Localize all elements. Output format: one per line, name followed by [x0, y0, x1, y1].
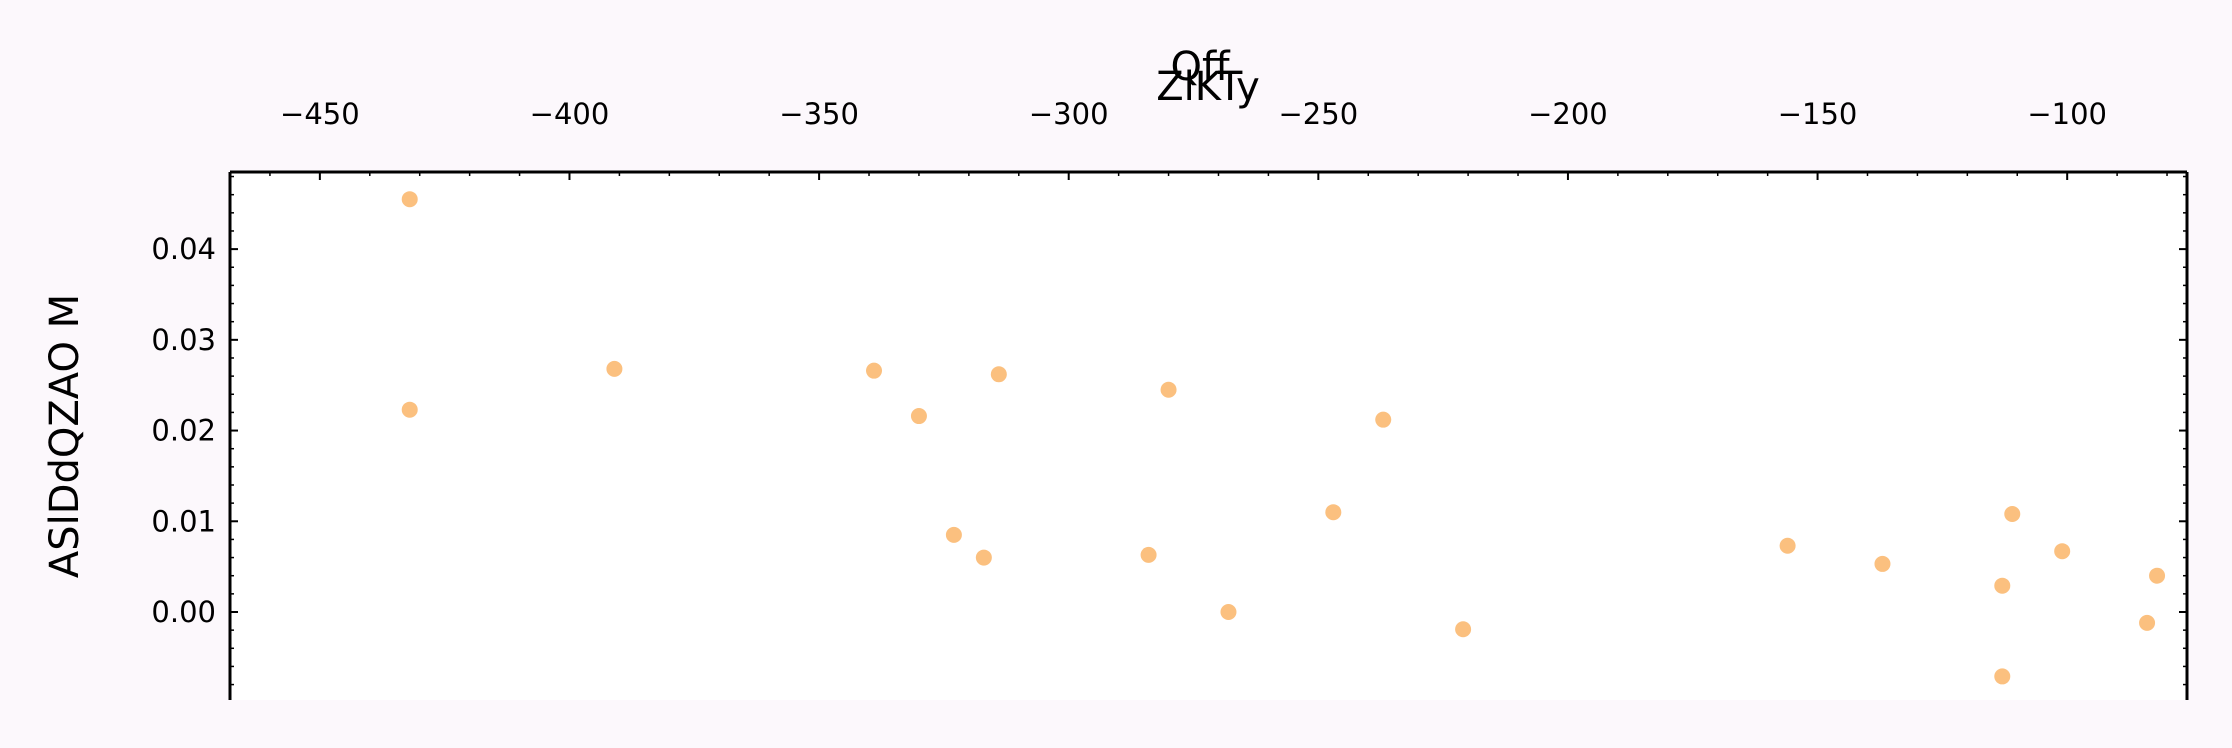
- plot-area: [230, 172, 2187, 700]
- x-tick-label: −150: [1778, 97, 1858, 131]
- y-tick-label: 0.00: [151, 595, 216, 629]
- y-tick-label: 0.04: [151, 232, 216, 266]
- x-tick-label: −400: [530, 97, 610, 131]
- data-point: [2149, 567, 2166, 584]
- x-tick-label: −300: [1029, 97, 1109, 131]
- x-tick-label: −250: [1279, 97, 1359, 131]
- data-point: [1779, 537, 1796, 554]
- x-axis-label: ZlKTy: [1156, 64, 1260, 110]
- chart-title: Qff: [1170, 44, 1230, 90]
- data-point: [1455, 621, 1472, 638]
- data-point: [606, 360, 623, 377]
- data-point: [945, 526, 962, 543]
- data-point: [1994, 577, 2011, 594]
- data-point: [975, 549, 992, 566]
- y-tick-label: 0.02: [151, 414, 216, 448]
- data-point: [1994, 668, 2011, 685]
- data-point: [910, 408, 927, 425]
- data-point: [990, 366, 1007, 383]
- data-point: [1140, 546, 1157, 563]
- x-tick-label: −450: [280, 97, 360, 131]
- data-point: [866, 362, 883, 379]
- x-tick-label: −200: [1528, 97, 1608, 131]
- data-point: [1375, 411, 1392, 428]
- x-tick-label: −100: [2027, 97, 2107, 131]
- data-point: [2139, 614, 2156, 631]
- data-point: [1325, 504, 1342, 521]
- data-point: [401, 191, 418, 208]
- data-point: [2054, 543, 2071, 560]
- y-tick-label: 0.03: [151, 323, 216, 357]
- data-point: [1874, 555, 1891, 572]
- x-tick-label: −350: [779, 97, 859, 131]
- data-point: [1160, 381, 1177, 398]
- data-point: [2004, 506, 2021, 523]
- data-point: [401, 401, 418, 418]
- y-axis-label: ASlDdQZAO M: [42, 294, 88, 578]
- data-point: [1220, 604, 1237, 620]
- y-tick-label: 0.01: [151, 504, 216, 538]
